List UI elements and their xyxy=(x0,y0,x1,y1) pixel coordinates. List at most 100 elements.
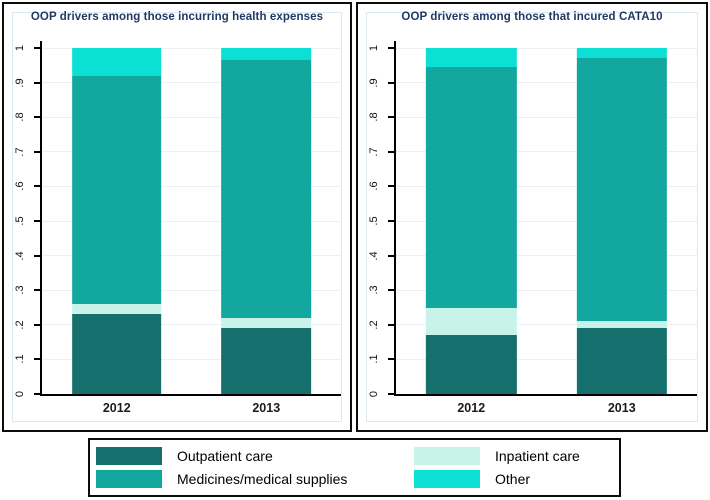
y-tick xyxy=(388,81,394,84)
legend-label: Outpatient care xyxy=(177,447,273,464)
bar-segment-medicines-medical-supplies xyxy=(71,75,162,305)
y-gridline xyxy=(42,116,341,118)
y-gridline xyxy=(396,47,697,49)
x-axis-label-2012: 2012 xyxy=(457,401,486,415)
legend-label: Other xyxy=(495,471,531,488)
y-tick-label: .9 xyxy=(368,78,380,88)
y-tick-label: .1 xyxy=(368,354,380,364)
y-tick xyxy=(388,150,394,153)
y-tick xyxy=(34,185,40,188)
bar-segment-medicines-medical-supplies xyxy=(221,60,312,318)
y-gridline xyxy=(42,289,341,291)
legend-swatch xyxy=(96,446,162,465)
bar-segment-medicines-medical-supplies xyxy=(576,58,667,322)
y-tick xyxy=(388,358,394,361)
y-gridline xyxy=(42,358,341,360)
y-gridline xyxy=(42,220,341,222)
y-tick xyxy=(388,323,394,326)
legend-swatch xyxy=(414,470,480,489)
x-axis-label-2013: 2013 xyxy=(252,401,281,415)
y-tick-label: .4 xyxy=(368,251,380,261)
y-tick-label: .2 xyxy=(368,320,380,330)
y-tick-label: .8 xyxy=(14,112,26,122)
y-tick xyxy=(34,323,40,326)
y-gridline xyxy=(396,289,697,291)
legend-item: Inpatient care xyxy=(414,446,613,465)
y-tick xyxy=(388,289,394,292)
y-tick-label: .8 xyxy=(368,112,380,122)
bar-segment-outpatient-care xyxy=(221,328,312,394)
y-gridline xyxy=(42,82,341,84)
y-tick xyxy=(34,81,40,84)
bar-segment-other xyxy=(221,48,312,61)
y-tick-label: .2 xyxy=(14,320,26,330)
y-gridline xyxy=(42,151,341,153)
y-tick xyxy=(388,47,394,49)
y-gridline xyxy=(42,324,341,326)
y-gridline xyxy=(396,185,697,187)
y-gridline xyxy=(396,324,697,326)
y-tick-label: .3 xyxy=(14,285,26,295)
y-tick xyxy=(34,254,40,257)
legend: Outpatient care Inpatient care Medicines/m… xyxy=(88,438,621,497)
legend-label: Medicines/medical supplies xyxy=(177,471,348,488)
legend-swatch xyxy=(96,470,162,489)
y-gridline xyxy=(396,116,697,118)
y-tick-label: .7 xyxy=(368,147,380,157)
y-tick-label: .3 xyxy=(368,285,380,295)
y-tick-label: .9 xyxy=(14,78,26,88)
y-gridline xyxy=(42,255,341,257)
chart-panel-cata10: OOP drivers among those that incured CAT… xyxy=(356,2,708,432)
y-tick xyxy=(388,393,394,395)
y-tick-label: .5 xyxy=(14,216,26,226)
y-gridline xyxy=(42,185,341,187)
y-tick xyxy=(34,220,40,222)
y-tick xyxy=(34,150,40,153)
bar-segment-other xyxy=(426,48,517,68)
y-tick xyxy=(388,254,394,257)
y-tick-label: .7 xyxy=(14,147,26,157)
y-gridline xyxy=(42,47,341,49)
bar-segment-medicines-medical-supplies xyxy=(426,67,517,308)
panel-title: OOP drivers among those incurring health… xyxy=(30,11,324,23)
stacked-bar-2013 xyxy=(221,48,312,394)
legend-item: Medicines/medical supplies xyxy=(96,470,414,489)
y-tick xyxy=(34,289,40,292)
y-tick-label: .4 xyxy=(14,251,26,261)
y-tick xyxy=(388,220,394,222)
x-axis-label-2012: 2012 xyxy=(102,401,131,415)
legend-item: Other xyxy=(414,470,613,489)
y-tick-label: 1 xyxy=(14,44,26,52)
y-tick-label: 0 xyxy=(14,390,26,398)
bar-segment-other xyxy=(71,48,162,76)
legend-label: Inpatient care xyxy=(495,447,580,464)
plot-area: 0 .1 .2 .3 .4 .5 .6 .7 .8 .9 1 2012 2013 xyxy=(368,41,697,415)
panel-title: OOP drivers among those that incured CAT… xyxy=(401,11,663,23)
legend-swatch xyxy=(414,446,480,465)
stacked-bar-2012 xyxy=(426,48,517,394)
stacked-bar-2013 xyxy=(576,48,667,394)
legend-item: Outpatient care xyxy=(96,446,414,465)
y-tick xyxy=(388,185,394,188)
bar-segment-outpatient-care xyxy=(426,335,517,394)
bar-segment-inpatient-care xyxy=(71,304,162,315)
y-tick xyxy=(34,358,40,361)
bar-segment-outpatient-care xyxy=(71,314,162,394)
bar-segment-other xyxy=(576,48,667,59)
stacked-bar-2012 xyxy=(71,48,162,394)
y-gridline xyxy=(396,151,697,153)
y-tick-label: .6 xyxy=(14,181,26,191)
bar-segment-outpatient-care xyxy=(576,328,667,394)
y-gridline xyxy=(396,358,697,360)
y-gridline xyxy=(396,220,697,222)
y-tick-label: 1 xyxy=(368,44,380,52)
y-tick xyxy=(388,116,394,119)
y-gridline xyxy=(396,255,697,257)
x-axis-label-2013: 2013 xyxy=(607,401,636,415)
y-tick-label: .6 xyxy=(368,181,380,191)
y-tick xyxy=(34,47,40,49)
y-tick xyxy=(34,393,40,395)
bar-segment-inpatient-care xyxy=(221,317,312,329)
y-tick xyxy=(34,116,40,119)
